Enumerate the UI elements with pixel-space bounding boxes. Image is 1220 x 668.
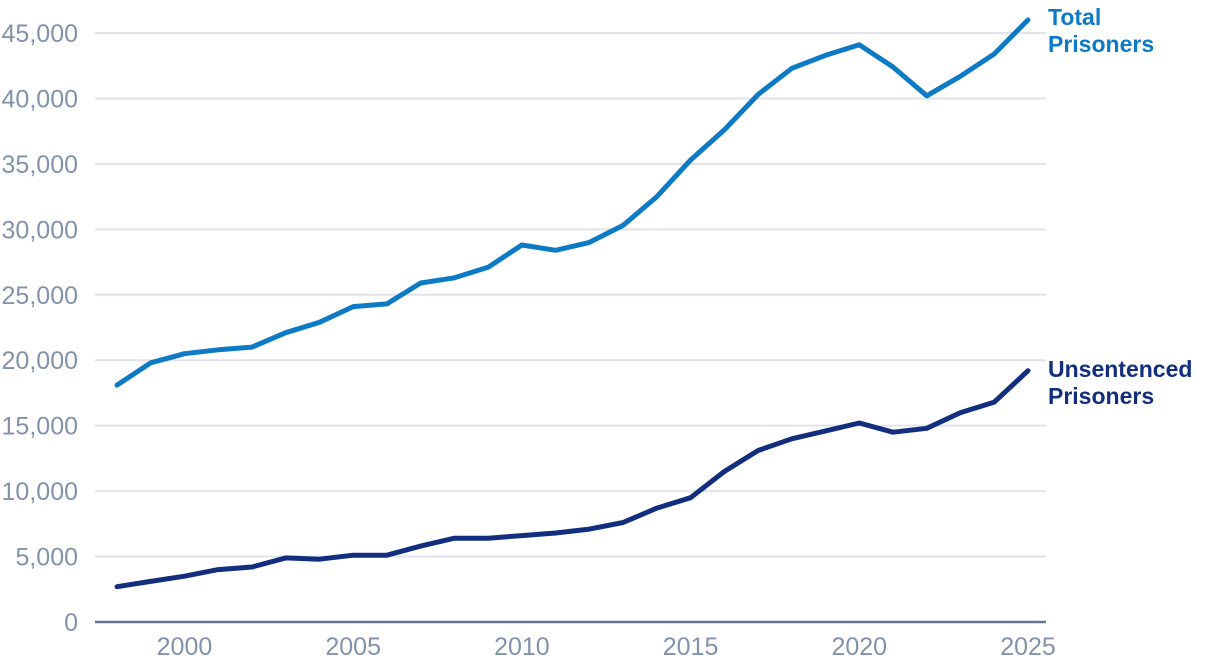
- series-label-unsentenced-prisoners: Unsentenced Prisoners: [1048, 356, 1192, 410]
- y-axis-tick-label: 20,000: [2, 347, 78, 375]
- series-label-total-line2: Prisoners: [1048, 31, 1155, 57]
- total-prisoners-line: [114, 17, 1031, 388]
- series-label-total-line1: Total: [1048, 4, 1102, 30]
- unsentenced-prisoners-line: [114, 368, 1031, 590]
- x-axis-tick-label: 2010: [494, 633, 550, 661]
- y-axis-tick-label: 10,000: [2, 478, 78, 506]
- y-axis-tick-label: 5,000: [15, 544, 78, 572]
- x-axis-tick-label: 2005: [325, 633, 381, 661]
- y-axis-tick-label: 40,000: [2, 85, 78, 113]
- x-axis-tick-label: 2000: [157, 633, 213, 661]
- x-axis-tick-label: 2025: [1000, 633, 1056, 661]
- y-axis-tick-label: 15,000: [2, 413, 78, 441]
- y-axis-tick-label: 25,000: [2, 282, 78, 310]
- y-axis-tick-label: 0: [64, 609, 78, 637]
- x-axis-tick-label: 2015: [663, 633, 719, 661]
- series-label-unsentenced-line2: Prisoners: [1048, 383, 1155, 409]
- x-axis-tick-label: 2020: [831, 633, 887, 661]
- y-axis-tick-label: 45,000: [2, 20, 78, 48]
- series-label-total-prisoners: Total Prisoners: [1048, 4, 1154, 58]
- series-label-unsentenced-line1: Unsentenced: [1048, 356, 1193, 382]
- y-axis-tick-label: 35,000: [2, 151, 78, 179]
- y-axis-tick-label: 30,000: [2, 216, 78, 244]
